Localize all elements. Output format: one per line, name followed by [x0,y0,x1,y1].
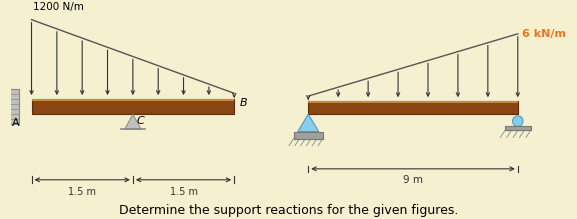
Circle shape [512,116,523,126]
Polygon shape [298,114,319,132]
Polygon shape [32,99,234,101]
Text: C: C [136,116,144,126]
Text: 6 kN/m: 6 kN/m [522,29,567,39]
Text: Determine the support reactions for the given figures.: Determine the support reactions for the … [119,204,458,217]
Text: 9 m: 9 m [403,175,423,185]
Polygon shape [125,114,141,129]
Text: 1.5 m: 1.5 m [68,187,96,196]
Polygon shape [308,101,518,114]
Polygon shape [505,126,531,131]
Polygon shape [7,88,20,124]
Text: A: A [12,118,20,128]
Text: 1.5 m: 1.5 m [170,187,197,196]
Text: 1200 N/m: 1200 N/m [33,2,84,12]
Polygon shape [32,99,234,114]
Polygon shape [308,101,518,103]
Text: B: B [239,98,247,108]
Polygon shape [294,132,323,139]
